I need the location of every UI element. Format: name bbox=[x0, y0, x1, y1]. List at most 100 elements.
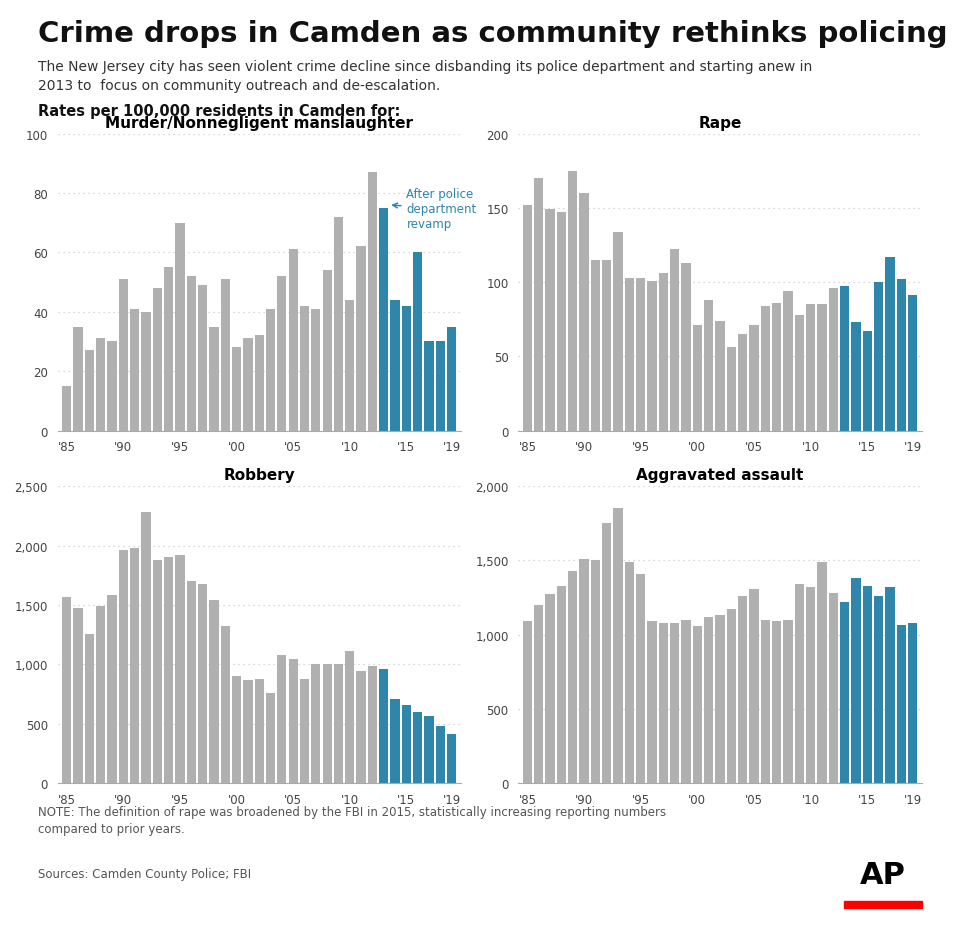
Bar bbox=[141, 513, 151, 783]
Bar bbox=[840, 603, 850, 783]
Bar bbox=[557, 213, 566, 431]
Bar bbox=[806, 305, 815, 431]
Bar bbox=[852, 578, 860, 783]
Bar bbox=[209, 601, 219, 783]
Bar bbox=[874, 283, 883, 431]
Bar bbox=[108, 342, 116, 431]
Bar bbox=[198, 286, 207, 431]
Bar bbox=[772, 622, 781, 783]
Bar bbox=[534, 605, 543, 783]
Bar bbox=[772, 303, 781, 431]
Bar bbox=[436, 727, 445, 783]
Bar bbox=[153, 288, 162, 431]
Text: The New Jersey city has seen violent crime decline since disbanding its police d: The New Jersey city has seen violent cri… bbox=[38, 60, 813, 93]
Bar bbox=[534, 179, 543, 431]
Bar bbox=[164, 558, 173, 783]
Bar bbox=[254, 679, 264, 783]
Bar bbox=[277, 277, 286, 431]
Bar bbox=[424, 342, 434, 431]
Title: Murder/Nonnegligent manslaughter: Murder/Nonnegligent manslaughter bbox=[106, 116, 413, 131]
Bar bbox=[266, 693, 276, 783]
Bar bbox=[447, 734, 456, 783]
Bar bbox=[704, 617, 713, 783]
Bar bbox=[845, 901, 922, 908]
Bar bbox=[568, 571, 577, 783]
Bar bbox=[311, 310, 321, 431]
Bar bbox=[73, 327, 83, 431]
Bar bbox=[300, 679, 309, 783]
Bar bbox=[379, 209, 389, 431]
Bar bbox=[209, 327, 219, 431]
Bar bbox=[828, 288, 838, 431]
Bar bbox=[738, 596, 747, 783]
Bar bbox=[760, 620, 770, 783]
Bar bbox=[897, 280, 906, 431]
Bar bbox=[625, 563, 634, 783]
Bar bbox=[277, 655, 286, 783]
Bar bbox=[402, 307, 411, 431]
Bar bbox=[73, 608, 83, 783]
Bar bbox=[568, 171, 577, 431]
Bar bbox=[323, 271, 332, 431]
Bar bbox=[817, 563, 827, 783]
Bar bbox=[760, 307, 770, 431]
Bar bbox=[334, 665, 343, 783]
Bar bbox=[523, 622, 532, 783]
Bar bbox=[727, 610, 736, 783]
Bar bbox=[334, 218, 343, 431]
Bar bbox=[221, 626, 229, 783]
Bar bbox=[523, 206, 532, 431]
Bar bbox=[356, 248, 366, 431]
Bar bbox=[413, 253, 422, 431]
Bar bbox=[852, 323, 860, 431]
Bar bbox=[682, 263, 690, 431]
Bar bbox=[659, 623, 668, 783]
Bar bbox=[590, 561, 600, 783]
Bar bbox=[715, 616, 725, 783]
Bar bbox=[346, 652, 354, 783]
Bar bbox=[908, 623, 917, 783]
Bar bbox=[153, 561, 162, 783]
Bar bbox=[840, 287, 850, 431]
Bar bbox=[119, 280, 128, 431]
Bar bbox=[874, 596, 883, 783]
Bar bbox=[186, 581, 196, 783]
Bar bbox=[96, 606, 106, 783]
Bar bbox=[602, 524, 612, 783]
Bar bbox=[885, 258, 895, 431]
Bar bbox=[659, 273, 668, 431]
Bar bbox=[108, 596, 116, 783]
Title: Aggravated assault: Aggravated assault bbox=[636, 468, 804, 483]
Bar bbox=[84, 634, 94, 783]
Bar bbox=[289, 659, 298, 783]
Bar bbox=[783, 292, 793, 431]
Bar bbox=[545, 594, 555, 783]
Bar bbox=[750, 589, 758, 783]
Bar bbox=[908, 296, 917, 431]
Bar bbox=[647, 281, 657, 431]
Bar bbox=[647, 622, 657, 783]
Bar bbox=[232, 348, 241, 431]
Bar bbox=[590, 260, 600, 431]
Bar bbox=[141, 312, 151, 431]
Text: After police
department
revamp: After police department revamp bbox=[393, 188, 477, 231]
Bar bbox=[828, 593, 838, 783]
Bar bbox=[402, 705, 411, 783]
Bar bbox=[346, 300, 354, 431]
Bar bbox=[84, 351, 94, 431]
Text: NOTE: The definition of rape was broadened by the FBI in 2015, statistically inc: NOTE: The definition of rape was broaden… bbox=[38, 805, 666, 834]
Bar bbox=[863, 332, 872, 431]
Bar bbox=[368, 667, 377, 783]
Bar bbox=[580, 559, 588, 783]
Bar bbox=[62, 387, 71, 431]
Bar bbox=[130, 310, 139, 431]
Text: Sources: Camden County Police; FBI: Sources: Camden County Police; FBI bbox=[38, 867, 252, 880]
Bar bbox=[198, 584, 207, 783]
Bar bbox=[119, 551, 128, 783]
Bar bbox=[176, 223, 184, 431]
Bar bbox=[243, 339, 252, 431]
Bar bbox=[693, 325, 702, 431]
Bar bbox=[580, 194, 588, 431]
Bar bbox=[863, 586, 872, 783]
Bar bbox=[806, 588, 815, 783]
